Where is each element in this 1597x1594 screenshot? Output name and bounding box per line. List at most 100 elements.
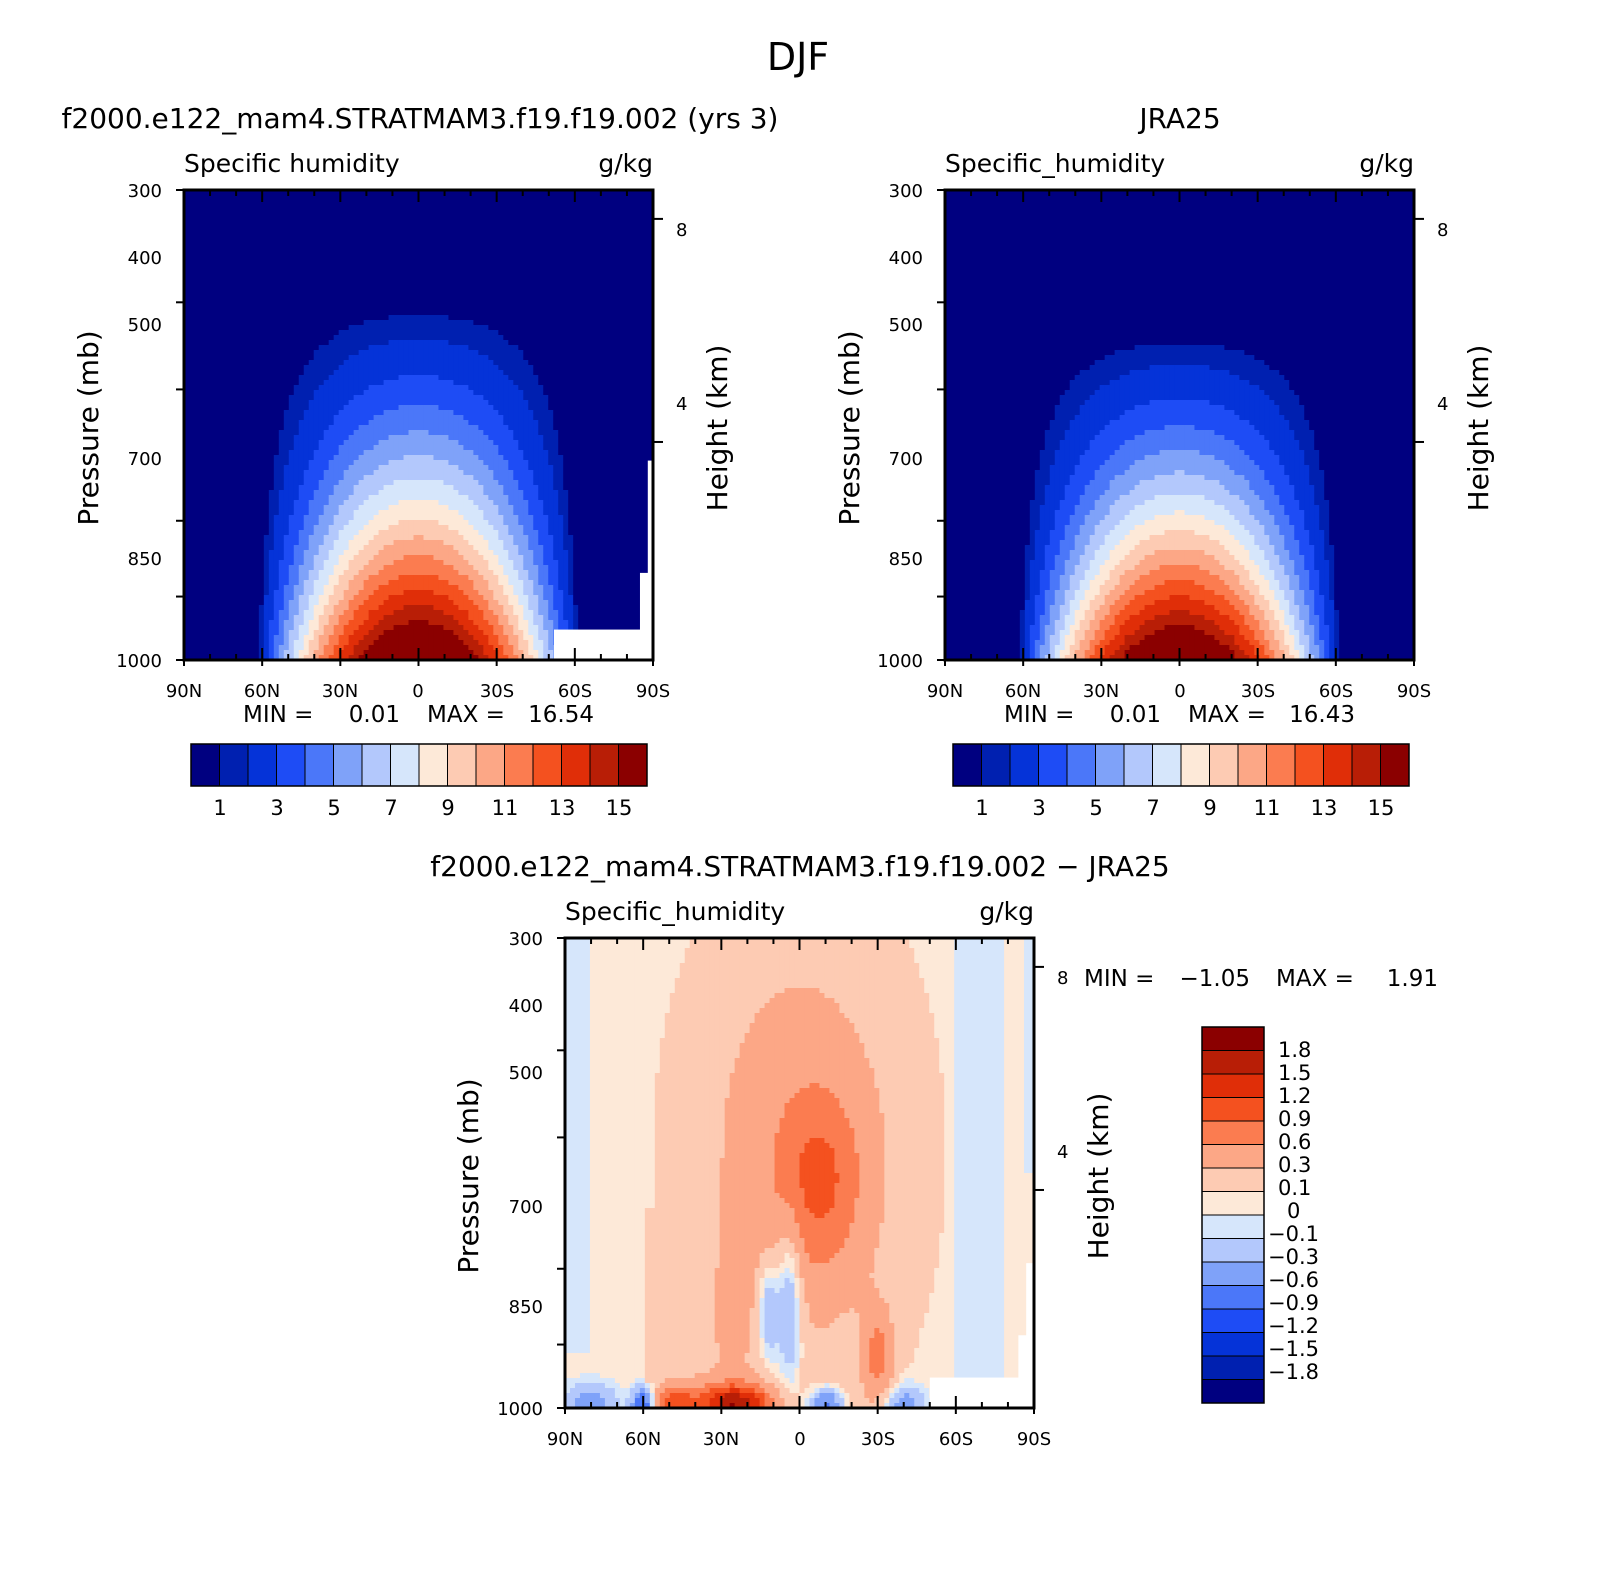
y-axis-title: Pressure (mb) [833, 330, 866, 525]
ytick-label: 500 [889, 315, 923, 336]
xtick-label: 30S [1241, 681, 1275, 702]
panel-diff-max-value: 1.91 [1387, 966, 1438, 992]
xtick-label: 0 [1174, 681, 1185, 702]
panel-model-axes: 90N 60N 30N 0 30S 60S 90S 300 400 500 70… [72, 181, 734, 702]
ytick-label: 850 [128, 549, 162, 570]
panel-diff: f2000.e122_mam4.STRATMAM3.f19.f19.002 − … [430, 850, 1438, 1450]
colorbar-label: 11 [1254, 796, 1281, 820]
panel-obs-max-value: 16.43 [1289, 702, 1355, 728]
panel-obs-max-label: MAX = [1188, 702, 1266, 728]
panel-model-variable-label: Specific humidity [184, 149, 400, 178]
colorbar-label: 5 [1089, 796, 1102, 820]
colorbar-label: −0.3 [1268, 1245, 1319, 1269]
panel-obs-units-label: g/kg [1359, 149, 1414, 178]
ytick-label: 850 [889, 549, 923, 570]
panel-diff-min-label: MIN = [1084, 966, 1154, 992]
y2tick-label: 8 [676, 220, 687, 241]
colorbar-label: −0.1 [1268, 1222, 1319, 1246]
xtick-label: 90S [636, 681, 670, 702]
ytick-label: 1000 [877, 651, 923, 672]
panel-obs-colorbar [952, 743, 1410, 787]
panel-diff-title: f2000.e122_mam4.STRATMAM3.f19.f19.002 − … [430, 850, 1169, 883]
xtick-label: 30S [480, 681, 514, 702]
panel-diff-variable-label: Specific_humidity [565, 897, 785, 926]
colorbar-label: −0.9 [1268, 1291, 1319, 1315]
colorbar-label: 9 [1203, 796, 1216, 820]
colorbar-label: 1.2 [1278, 1084, 1311, 1108]
xtick-label: 60S [1319, 681, 1353, 702]
colorbar-label: −1.2 [1268, 1314, 1319, 1338]
y-axis-title: Pressure (mb) [72, 330, 105, 525]
colorbar-label: 3 [1032, 796, 1045, 820]
ytick-label: 300 [128, 181, 162, 202]
colorbar-label: 15 [606, 796, 633, 820]
colorbar-label: 1 [975, 796, 988, 820]
panel-obs-variable-label: Specific_humidity [945, 149, 1165, 178]
ytick-label: 400 [509, 996, 543, 1017]
figure-title: DJF [767, 35, 829, 79]
colorbar-label: 0.1 [1278, 1176, 1311, 1200]
xtick-label: 30N [322, 681, 358, 702]
panel-model-max-label: MAX = [427, 702, 505, 728]
panel-model-title: f2000.e122_mam4.STRATMAM3.f19.f19.002 (y… [62, 102, 779, 135]
colorbar-label: 9 [441, 796, 454, 820]
ytick-label: 1000 [497, 1399, 543, 1420]
y2-axis-title: Height (km) [1462, 345, 1495, 512]
xtick-label: 60N [625, 1429, 661, 1450]
colorbar-label: 0.3 [1278, 1153, 1311, 1177]
xtick-label: 90N [927, 681, 963, 702]
y2-axis-title: Height (km) [1082, 1093, 1115, 1260]
xtick-label: 0 [412, 681, 423, 702]
panel-diff-axes: 90N 60N 30N 0 30S 60S 90S 300 400 500 70… [452, 929, 1115, 1450]
panel-diff-units-label: g/kg [979, 897, 1034, 926]
colorbar-label: 0.6 [1278, 1130, 1311, 1154]
colorbar-label: 13 [1311, 796, 1338, 820]
ytick-label: 700 [889, 449, 923, 470]
ytick-label: 1000 [116, 651, 162, 672]
y2tick-label: 4 [1057, 1142, 1068, 1163]
panel-model-contour-field [184, 190, 653, 660]
panel-model-min-label: MIN = [243, 702, 313, 728]
panel-diff-contour-field [565, 938, 1034, 1408]
panel-obs-colorbar-labels: 1 3 5 7 9 11 13 15 [975, 796, 1394, 820]
panel-diff-max-label: MAX = [1276, 966, 1354, 992]
panel-obs-contour-field [945, 190, 1414, 660]
ytick-label: 850 [509, 1297, 543, 1318]
y2tick-label: 8 [1437, 220, 1448, 241]
panel-model-ticks [176, 189, 663, 666]
panel-diff-min-value: −1.05 [1180, 966, 1250, 992]
panel-model-colorbar [190, 743, 648, 787]
xtick-label: 90N [547, 1429, 583, 1450]
colorbar-label: 13 [549, 796, 576, 820]
panel-obs: JRA25 Specific_humidity g/kg 90N 60N 30N… [833, 102, 1495, 820]
colorbar-label: 3 [270, 796, 283, 820]
colorbar-label: 1.8 [1278, 1038, 1311, 1062]
panel-diff-colorbar-labels: 1.8 1.5 1.2 0.9 0.6 0.3 0.1 0 −0.1 −0.3 … [1268, 1038, 1319, 1384]
panel-model-min-value: 0.01 [349, 702, 400, 728]
ytick-label: 300 [509, 929, 543, 950]
colorbar-label: 15 [1368, 796, 1395, 820]
colorbar-label: 0.9 [1278, 1107, 1311, 1131]
colorbar-label: 7 [384, 796, 397, 820]
panel-model-colorbar-labels: 1 3 5 7 9 11 13 15 [213, 796, 632, 820]
panel-diff-ticks [557, 937, 1044, 1414]
colorbar-label: 7 [1146, 796, 1159, 820]
colorbar-label: 11 [492, 796, 519, 820]
ytick-label: 400 [889, 248, 923, 269]
panel-obs-min-value: 0.01 [1110, 702, 1161, 728]
colorbar-label: −0.6 [1268, 1268, 1319, 1292]
xtick-label: 30S [861, 1429, 895, 1450]
xtick-label: 60S [558, 681, 592, 702]
xtick-label: 30N [1083, 681, 1119, 702]
y2tick-label: 4 [676, 394, 687, 415]
panel-model-max-value: 16.54 [528, 702, 594, 728]
xtick-label: 90S [1017, 1429, 1051, 1450]
panel-obs-min-label: MIN = [1004, 702, 1074, 728]
colorbar-label: 1.5 [1278, 1061, 1311, 1085]
panel-obs-axes: 90N 60N 30N 0 30S 60S 90S 300 400 500 70… [833, 181, 1495, 702]
xtick-label: 0 [794, 1429, 805, 1450]
y2-axis-title: Height (km) [701, 345, 734, 512]
y2tick-label: 4 [1437, 394, 1448, 415]
ytick-label: 300 [889, 181, 923, 202]
